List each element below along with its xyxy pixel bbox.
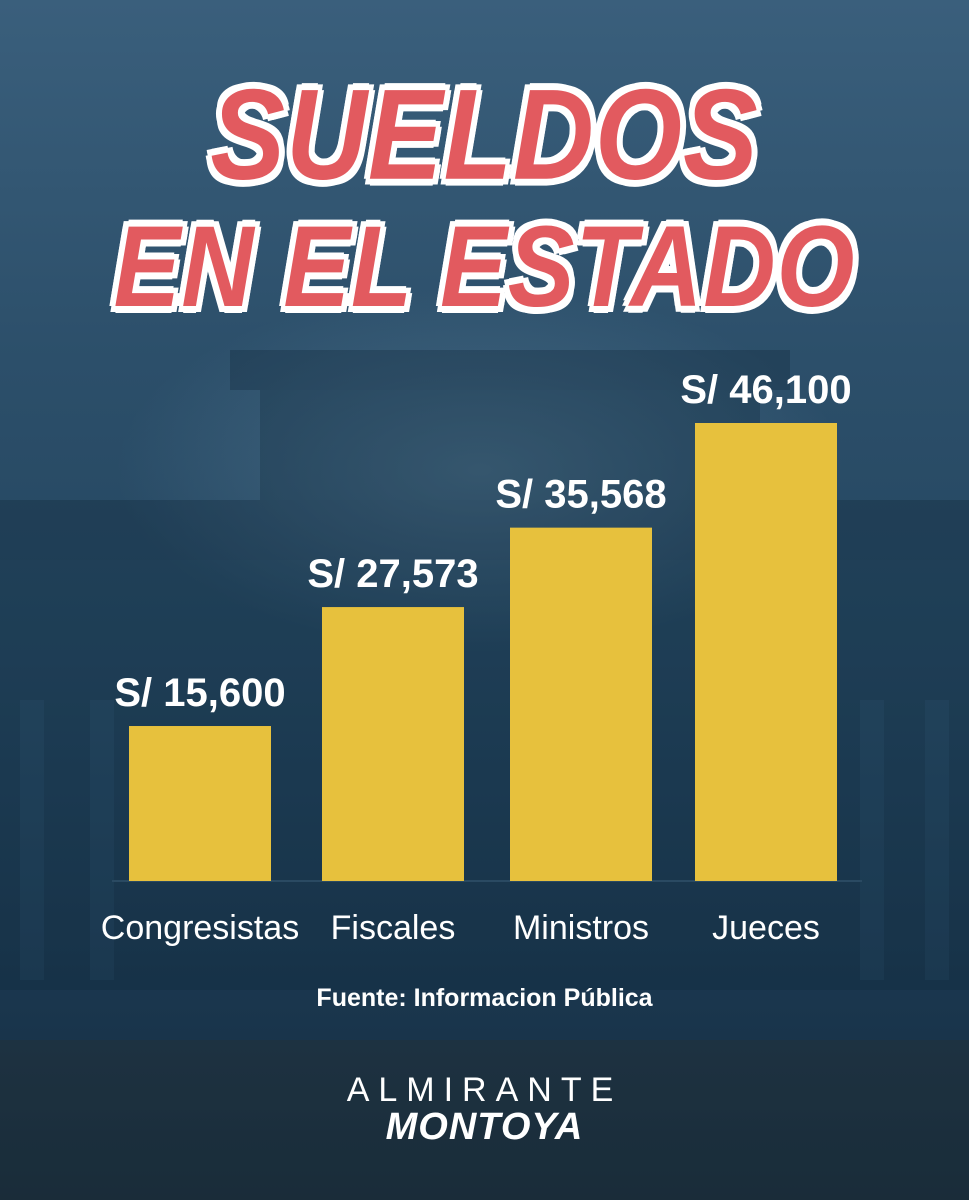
bar-fiscales bbox=[322, 607, 464, 881]
brand-line-2: MONTOYA bbox=[385, 1106, 584, 1148]
value-label-congresistas: S/ 15,600 bbox=[114, 671, 285, 715]
chart-title-line-1: SUELDOS bbox=[210, 62, 759, 207]
bar-chart: S/ 15,600 Congresistas S/ 27,573 Fiscales S/… bbox=[101, 368, 862, 947]
chart-title-line-2: EN EL ESTADO bbox=[113, 202, 856, 332]
value-label-fiscales: S/ 27,573 bbox=[307, 552, 478, 596]
source-note: Fuente: Informacion Pública bbox=[316, 984, 653, 1012]
category-label-fiscales: Fiscales bbox=[331, 909, 456, 947]
value-label-ministros: S/ 35,568 bbox=[495, 473, 666, 517]
category-label-congresistas: Congresistas bbox=[101, 909, 299, 947]
category-label-ministros: Ministros bbox=[513, 909, 649, 947]
bar-jueces bbox=[695, 423, 837, 881]
value-label-jueces: S/ 46,100 bbox=[680, 368, 851, 412]
brand-logo: ALMIRANTE MONTOYA bbox=[0, 1072, 969, 1146]
category-label-jueces: Jueces bbox=[712, 909, 820, 947]
brand-line-1: ALMIRANTE bbox=[346, 1071, 623, 1109]
bar-congresistas bbox=[129, 726, 271, 881]
bar-ministros bbox=[510, 527, 652, 881]
